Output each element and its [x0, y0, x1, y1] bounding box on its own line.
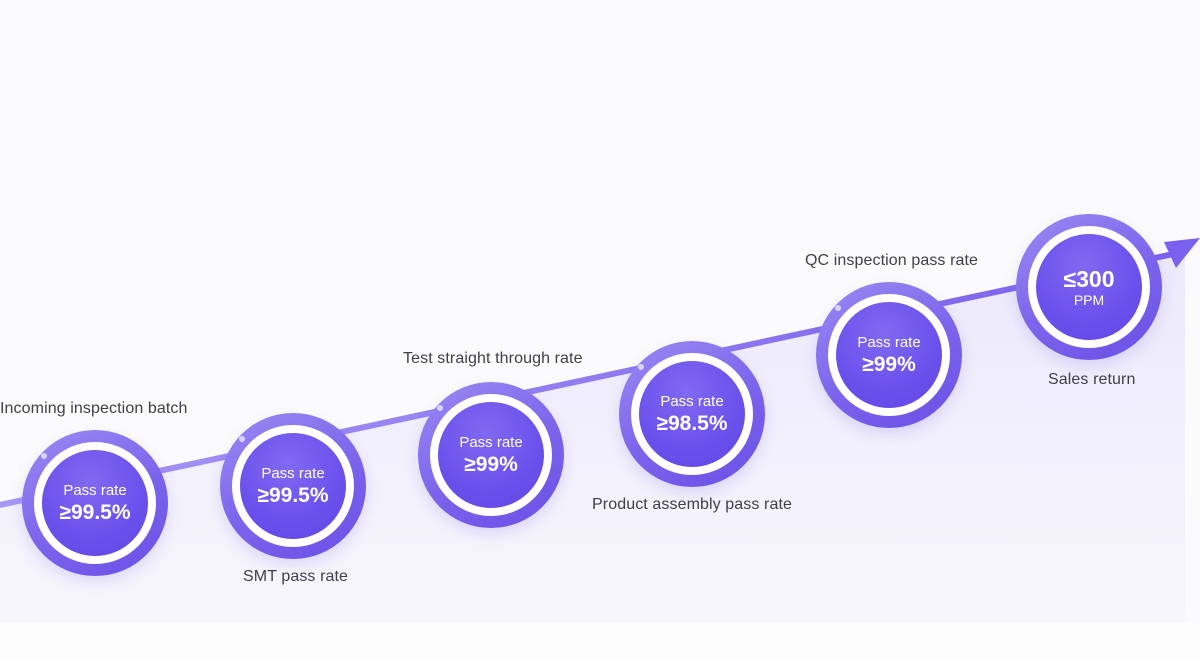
stage-node-sales-return: ≤300 PPM [1016, 214, 1162, 360]
stage-label-test-straight-through: Test straight through rate [403, 350, 583, 367]
metric-unit: PPM [1073, 292, 1105, 308]
trend-line [0, 250, 1181, 508]
stage-label-sales-return: Sales return [1048, 371, 1136, 388]
metric-value: ≥99% [862, 353, 916, 376]
metric-value: ≥99.5% [257, 484, 329, 507]
ring-dot-icon [239, 436, 245, 442]
metric-caption: Pass rate [63, 482, 127, 499]
stage-node-incoming-inspection: Pass rate ≥99.5% [22, 430, 168, 576]
metric-value: ≥99% [464, 453, 518, 476]
metric-caption: Pass rate [459, 434, 523, 451]
metric-value: ≥99.5% [59, 501, 131, 524]
stage-badge: Pass rate ≥99.5% [42, 450, 148, 556]
stage-label-incoming-inspection: Incoming inspection batch [0, 400, 188, 417]
metric-value: ≤300 [1063, 266, 1115, 292]
stage-node-smt: Pass rate ≥99.5% [220, 413, 366, 559]
ring-dot-icon [835, 305, 841, 311]
arrow-head-icon [1164, 238, 1200, 268]
ring-dot-icon [41, 453, 47, 459]
bottom-band [0, 622, 1200, 662]
ring-dot-icon [638, 364, 644, 370]
stage-node-qc-inspection: Pass rate ≥99% [816, 282, 962, 428]
stage-badge: Pass rate ≥98.5% [639, 361, 745, 467]
stage-label-product-assembly: Product assembly pass rate [592, 496, 793, 513]
metric-value: ≥98.5% [656, 412, 728, 435]
stage-node-product-assembly: Pass rate ≥98.5% [619, 341, 765, 487]
stage-node-test-straight-through: Pass rate ≥99% [418, 382, 564, 528]
metric-caption: Pass rate [261, 465, 325, 482]
stage-badge: Pass rate ≥99% [836, 302, 942, 408]
stage-badge: Pass rate ≥99.5% [240, 433, 346, 539]
stage-badge: ≤300 PPM [1036, 234, 1142, 340]
metric-caption: Pass rate [660, 393, 724, 410]
stage-label-qc-inspection: QC inspection pass rate [805, 252, 979, 269]
stage-badge: Pass rate ≥99% [438, 402, 544, 508]
ring-dot-icon [437, 405, 443, 411]
metric-caption: Pass rate [857, 334, 921, 351]
stage-label-smt: SMT pass rate [243, 568, 349, 585]
